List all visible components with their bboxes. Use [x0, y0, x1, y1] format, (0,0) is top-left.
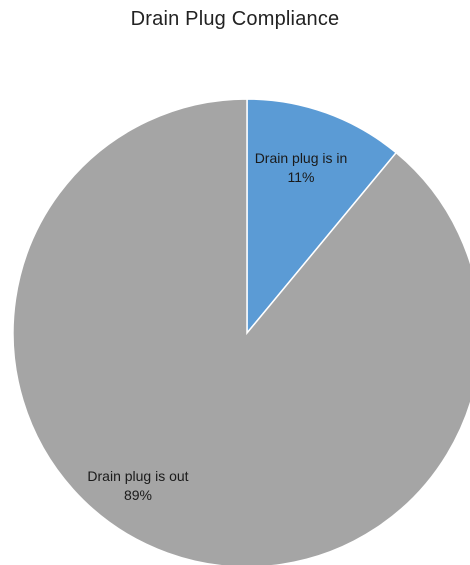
slice-label-1: Drain plug is in	[255, 150, 348, 166]
slice-value-label-1: 11%	[288, 169, 315, 185]
pie-slice-1	[246, 98, 398, 336]
slice-value-label-2: 89%	[124, 487, 152, 503]
pie-slice-2	[12, 98, 470, 565]
chart-title: Drain Plug Compliance	[130, 8, 340, 30]
slice-label-2: Drain plug is out	[87, 468, 188, 484]
pie-labels: Drain plug is in 11% Drain plug is out 89%	[87, 150, 347, 503]
pie-slices	[12, 98, 470, 565]
